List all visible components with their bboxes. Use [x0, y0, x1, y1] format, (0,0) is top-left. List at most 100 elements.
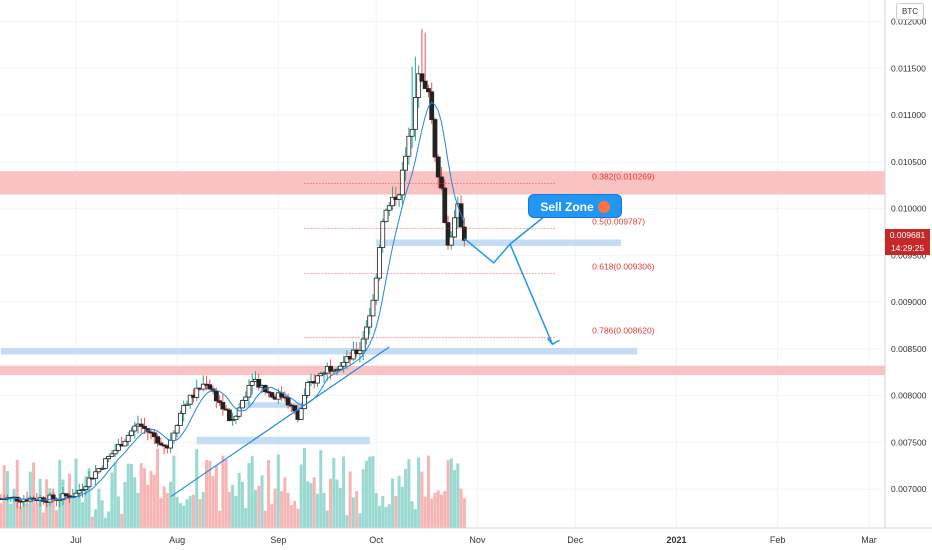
candle[interactable]: [187, 394, 193, 409]
candle[interactable]: [373, 273, 379, 305]
candle[interactable]: [370, 294, 376, 317]
candle[interactable]: [213, 387, 219, 409]
candle[interactable]: [122, 438, 128, 447]
candle[interactable]: [129, 427, 134, 437]
candle[interactable]: [364, 320, 369, 345]
candle[interactable]: [112, 444, 118, 457]
candle[interactable]: [246, 379, 252, 406]
candle[interactable]: [377, 244, 382, 281]
candle[interactable]: [426, 84, 431, 98]
candle[interactable]: [399, 161, 405, 206]
projection-path[interactable]: [463, 237, 554, 345]
arrow-head-icon[interactable]: [546, 337, 560, 346]
candle[interactable]: [181, 400, 187, 422]
candle[interactable]: [386, 202, 392, 216]
candle[interactable]: [439, 166, 444, 191]
candle[interactable]: [125, 432, 131, 446]
candle[interactable]: [298, 403, 304, 420]
candle[interactable]: [132, 421, 138, 439]
candle[interactable]: [99, 465, 105, 471]
candle[interactable]: [151, 429, 157, 445]
candle[interactable]: [83, 485, 89, 496]
candle[interactable]: [116, 439, 121, 453]
candle[interactable]: [357, 341, 363, 363]
candle[interactable]: [409, 66, 415, 149]
candle[interactable]: [230, 412, 236, 426]
candle[interactable]: [396, 193, 402, 207]
moving-average-line[interactable]: [0, 101, 465, 501]
candle[interactable]: [412, 56, 418, 141]
candle[interactable]: [178, 410, 183, 426]
candle[interactable]: [448, 231, 454, 250]
candle[interactable]: [226, 407, 232, 422]
candle[interactable]: [63, 493, 69, 499]
drawings[interactable]: 0.382(0.010269) 0.5(0.009787) 0.618(0.0093…: [0, 101, 655, 501]
candle[interactable]: [269, 391, 275, 399]
candle[interactable]: [406, 127, 412, 165]
candle[interactable]: [419, 28, 425, 83]
candle[interactable]: [321, 370, 327, 383]
volume-bar: [462, 498, 466, 528]
candle[interactable]: [93, 465, 98, 486]
candle[interactable]: [184, 400, 190, 406]
candle[interactable]: [318, 371, 324, 377]
sell-zone-callout[interactable]: Sell Zone: [528, 194, 622, 218]
candle[interactable]: [282, 391, 288, 402]
candle[interactable]: [223, 405, 229, 411]
candle[interactable]: [220, 394, 226, 416]
candle[interactable]: [243, 391, 249, 402]
candle[interactable]: [445, 215, 451, 250]
candle[interactable]: [337, 361, 343, 371]
volume-bar: [110, 472, 114, 528]
candle[interactable]: [161, 444, 167, 455]
volume-bar: [384, 506, 388, 528]
candle[interactable]: [292, 405, 298, 415]
candle[interactable]: [344, 350, 350, 369]
candle[interactable]: [383, 208, 389, 223]
symbol-badge[interactable]: BTC: [896, 3, 924, 20]
candle[interactable]: [200, 375, 206, 392]
candle[interactable]: [86, 471, 92, 489]
candle[interactable]: [416, 65, 422, 109]
candle[interactable]: [367, 307, 373, 335]
candle[interactable]: [80, 483, 85, 498]
candle[interactable]: [256, 373, 262, 391]
candle[interactable]: [403, 147, 409, 181]
candle[interactable]: [142, 417, 147, 434]
candle[interactable]: [432, 117, 438, 162]
candle[interactable]: [96, 468, 102, 475]
candle[interactable]: [207, 379, 213, 391]
candle[interactable]: [422, 33, 428, 89]
candle[interactable]: [334, 367, 340, 376]
candle[interactable]: [174, 424, 180, 438]
candle[interactable]: [452, 210, 457, 239]
candle[interactable]: [350, 341, 356, 362]
candle[interactable]: [158, 437, 164, 447]
candle[interactable]: [302, 388, 307, 410]
candle[interactable]: [315, 374, 320, 388]
candle[interactable]: [155, 433, 160, 448]
candle[interactable]: [435, 154, 441, 188]
candle[interactable]: [331, 368, 337, 374]
candle[interactable]: [341, 355, 346, 373]
candle[interactable]: [194, 379, 200, 401]
candle[interactable]: [305, 380, 311, 399]
volume-bar: [342, 456, 346, 528]
candle[interactable]: [217, 395, 222, 406]
candle[interactable]: [60, 487, 66, 506]
candle-body: [377, 247, 382, 279]
candle[interactable]: [442, 178, 448, 224]
candle[interactable]: [380, 218, 386, 253]
candle[interactable]: [390, 186, 395, 211]
candle[interactable]: [138, 418, 144, 434]
candle[interactable]: [106, 455, 112, 463]
candle[interactable]: [285, 393, 291, 409]
candle[interactable]: [249, 373, 255, 395]
candles[interactable]: [0, 28, 467, 509]
candle[interactable]: [102, 457, 108, 470]
candle[interactable]: [240, 399, 245, 409]
candle[interactable]: [233, 414, 239, 424]
candle[interactable]: [109, 450, 115, 457]
trendline[interactable]: [170, 346, 390, 498]
